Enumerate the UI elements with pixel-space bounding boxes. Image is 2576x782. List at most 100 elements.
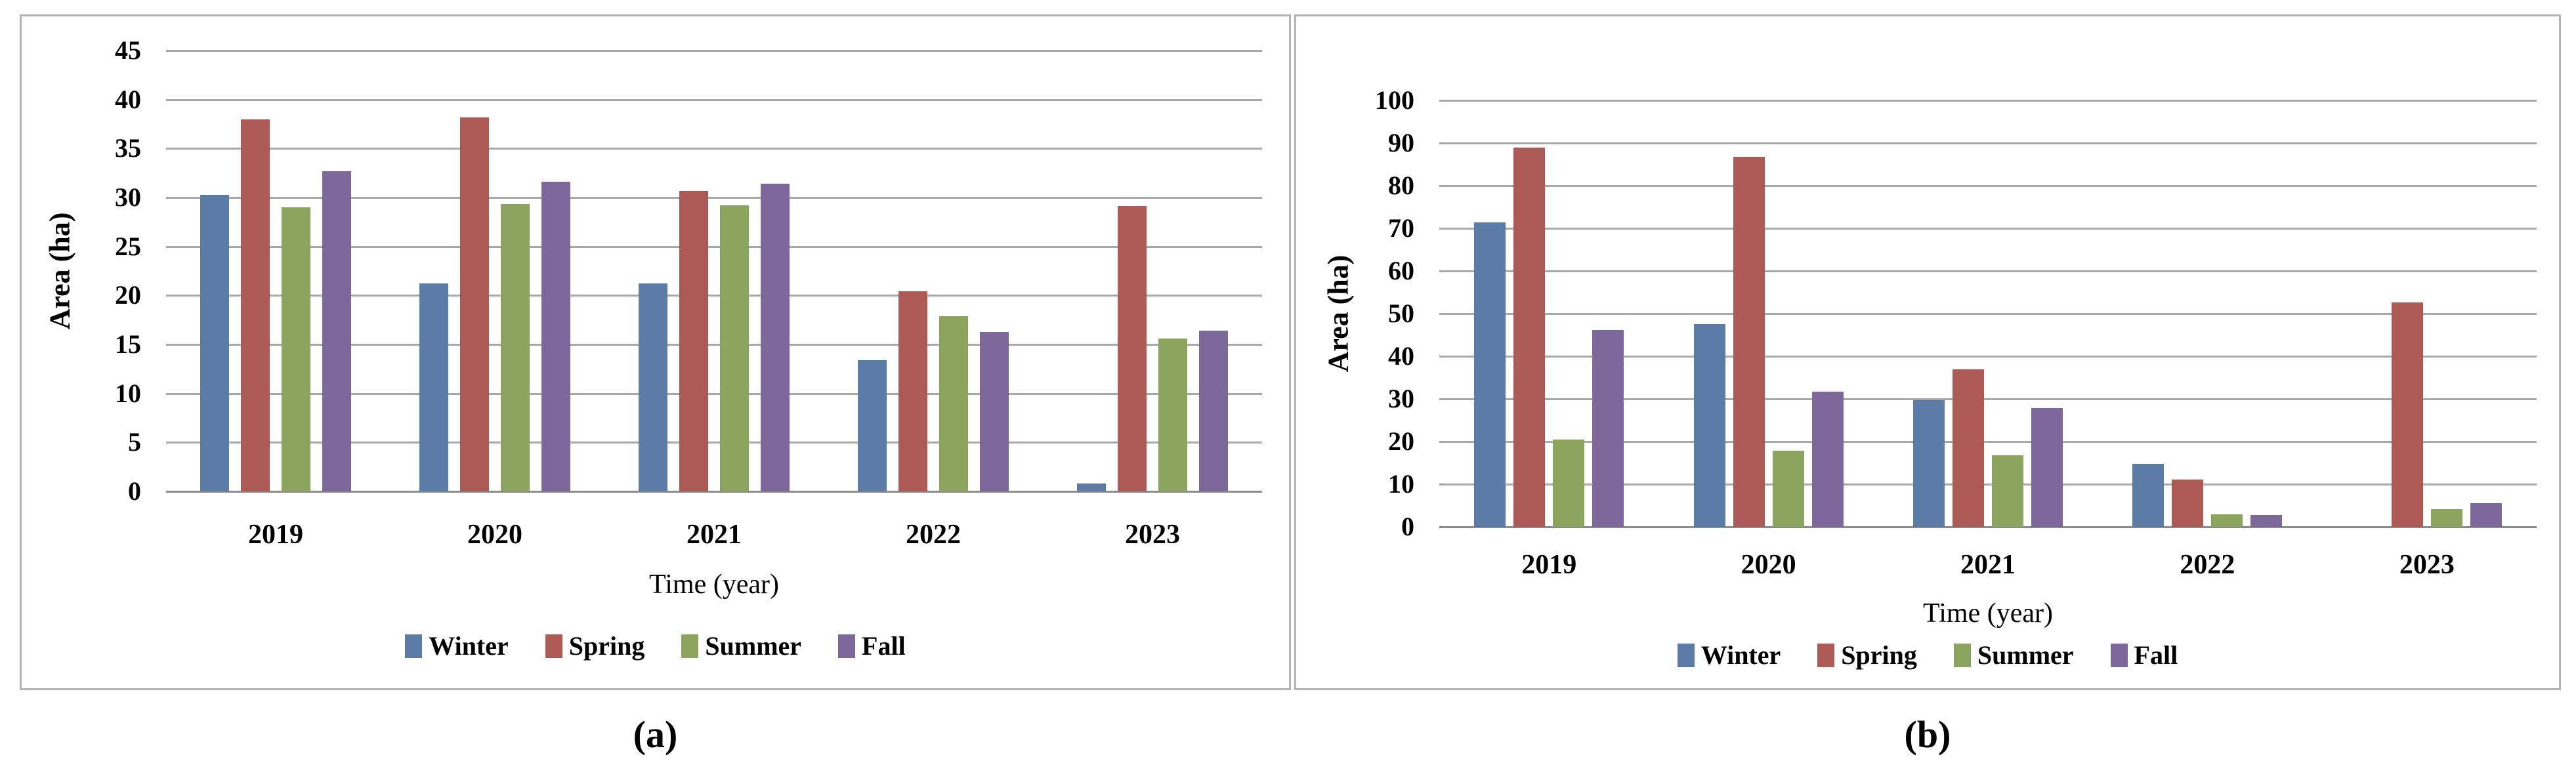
legend-swatch-summer bbox=[681, 634, 699, 658]
legend-item-fall: Fall bbox=[838, 632, 906, 661]
x-category-label: 2022 bbox=[906, 520, 961, 550]
bar-winter-2021 bbox=[1913, 400, 1945, 527]
bar-group-2022 bbox=[2098, 100, 2317, 527]
bar-summer-2022 bbox=[2211, 514, 2243, 527]
gridline bbox=[166, 344, 1262, 346]
legend: Winter Spring Summer Fall bbox=[1296, 641, 2559, 670]
bar-summer-2023 bbox=[2430, 508, 2462, 527]
legend-item-winter: Winter bbox=[405, 631, 509, 661]
y-tick-label: 20 bbox=[115, 280, 141, 310]
bar-winter-2021 bbox=[639, 283, 667, 491]
bar-winter-2023 bbox=[1077, 484, 1106, 491]
bar-spring-2020 bbox=[460, 117, 489, 491]
bar-spring-2021 bbox=[679, 190, 708, 491]
gridline bbox=[166, 197, 1262, 199]
bar-winter-2020 bbox=[419, 283, 448, 491]
x-category-label: 2019 bbox=[248, 520, 303, 550]
bar-fall-2019 bbox=[322, 171, 351, 491]
legend-swatch-summer bbox=[1953, 644, 1971, 667]
bar-summer-2020 bbox=[1772, 450, 1804, 527]
bar-fall-2020 bbox=[1811, 391, 1844, 527]
y-tick-label: 10 bbox=[115, 378, 141, 408]
bar-spring-2022 bbox=[2172, 479, 2204, 527]
gridline bbox=[166, 392, 1262, 395]
bar-fall-2023 bbox=[1199, 331, 1228, 491]
x-category-label: 2021 bbox=[1960, 550, 2016, 580]
legend-item-spring: Spring bbox=[1817, 641, 1917, 670]
y-tick-label: 40 bbox=[1388, 341, 1414, 371]
y-tick-label: 100 bbox=[1375, 85, 1414, 115]
legend-label: Winter bbox=[1700, 640, 1781, 670]
legend-item-spring: Spring bbox=[545, 631, 645, 661]
bar-summer-2019 bbox=[1553, 440, 1585, 527]
gridline bbox=[166, 98, 1262, 101]
bar-group-2021 bbox=[604, 51, 824, 491]
x-category-labels: 2019 2020 2021 2022 2023 bbox=[166, 519, 1262, 550]
bar-fall-2021 bbox=[2031, 407, 2063, 527]
bars bbox=[1439, 100, 2537, 527]
legend-label: Winter bbox=[429, 631, 509, 661]
legend-label: Spring bbox=[568, 631, 645, 661]
bar-fall-2022 bbox=[980, 331, 1009, 491]
bar-group-2019 bbox=[1439, 100, 1658, 527]
bar-group-2020 bbox=[385, 51, 604, 491]
legend-label: Fall bbox=[2134, 640, 2178, 670]
y-tick-labels: 100 90 80 70 60 50 40 30 20 10 0 bbox=[1296, 87, 1425, 541]
y-tick-label: 15 bbox=[115, 329, 141, 359]
gridline bbox=[166, 148, 1262, 150]
legend-swatch-spring bbox=[1817, 644, 1835, 667]
gridline bbox=[166, 295, 1262, 297]
y-tick-label: 60 bbox=[1388, 256, 1414, 285]
y-tick-label: 30 bbox=[1388, 384, 1414, 413]
y-tick-label: 10 bbox=[1388, 469, 1414, 499]
y-tick-label: 35 bbox=[115, 133, 141, 163]
y-tick-label: 90 bbox=[1388, 128, 1414, 157]
y-tick-label: 5 bbox=[128, 427, 141, 457]
bar-spring-2022 bbox=[898, 291, 927, 491]
x-axis-title: Time (year) bbox=[1923, 598, 2053, 628]
bar-fall-2023 bbox=[2470, 503, 2502, 527]
y-tick-label: 70 bbox=[1388, 213, 1414, 243]
gridline bbox=[166, 442, 1262, 444]
x-axis-title: Time (year) bbox=[649, 569, 779, 600]
bar-fall-2020 bbox=[541, 182, 570, 491]
gridline bbox=[166, 50, 1262, 52]
gridline bbox=[1439, 270, 2537, 272]
bar-summer-2023 bbox=[1158, 339, 1187, 491]
bar-winter-2020 bbox=[1693, 324, 1725, 527]
bar-group-2019 bbox=[166, 51, 385, 491]
bars bbox=[166, 51, 1262, 491]
x-category-label: 2022 bbox=[2180, 550, 2235, 580]
plot-area bbox=[166, 50, 1262, 493]
legend-swatch-fall bbox=[2110, 644, 2128, 667]
bar-group-2021 bbox=[1878, 100, 2098, 527]
y-tick-labels: 45 40 35 30 25 20 15 10 5 0 bbox=[22, 37, 152, 505]
bar-winter-2022 bbox=[2132, 464, 2164, 527]
legend-swatch-spring bbox=[545, 634, 562, 658]
legend-swatch-fall bbox=[838, 634, 856, 658]
gridline bbox=[1439, 228, 2537, 230]
gridline bbox=[1439, 441, 2537, 443]
legend-label: Summer bbox=[705, 631, 802, 661]
legend-item-summer: Summer bbox=[1953, 641, 2074, 670]
bar-spring-2019 bbox=[1513, 148, 1546, 527]
caption-b: (b) bbox=[1904, 713, 1951, 756]
gridline bbox=[166, 245, 1262, 248]
gridline bbox=[1439, 100, 2537, 102]
legend-label: Spring bbox=[1841, 640, 1917, 670]
gridline bbox=[1439, 356, 2537, 358]
bar-winter-2019 bbox=[1474, 222, 1506, 527]
x-category-label: 2021 bbox=[686, 520, 742, 550]
gridlines bbox=[1439, 100, 2537, 528]
legend-item-fall: Fall bbox=[2110, 640, 2178, 670]
gridline bbox=[1439, 185, 2537, 187]
legend-swatch-winter bbox=[1677, 644, 1695, 667]
bar-group-2022 bbox=[824, 51, 1043, 491]
y-tick-label: 20 bbox=[1388, 426, 1414, 456]
x-category-labels: 2019 2020 2021 2022 2023 bbox=[1439, 549, 2537, 581]
gridline bbox=[1439, 313, 2537, 315]
gridlines bbox=[166, 50, 1262, 493]
x-category-label: 2020 bbox=[467, 520, 522, 550]
x-category-label: 2019 bbox=[1521, 550, 1577, 580]
legend: Winter Spring Summer Fall bbox=[22, 632, 1289, 661]
